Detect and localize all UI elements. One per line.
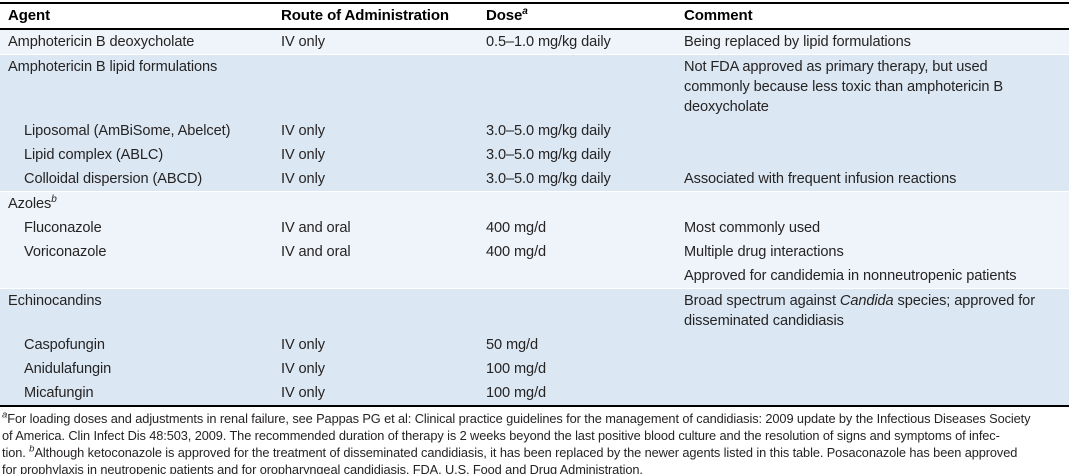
comment-text: Most commonly used	[684, 220, 821, 236]
comment-text: Broad spectrum against	[684, 293, 840, 309]
agent-cell: Voriconazole	[24, 244, 107, 260]
comment-cell: Being replaced by lipid formulations	[676, 30, 1069, 54]
footnote-text: for prophylaxis in neutropenic patients …	[2, 462, 643, 474]
dose-cell: 100 mg/d	[486, 361, 547, 377]
route-cell: IV only	[281, 337, 325, 353]
agent-cell: Echinocandins	[8, 293, 102, 309]
route-cell: IV only	[281, 385, 325, 401]
route-cell: IV only	[281, 34, 325, 50]
column-header-dose-label: Dose	[486, 7, 523, 24]
table-body: Amphotericin B deoxycholate IV only 0.5–1.…	[0, 30, 1069, 405]
table-row: Amphotericin B lipid formulations Not FDA…	[0, 54, 1069, 119]
route-cell	[273, 192, 478, 216]
route-cell: IV only	[281, 361, 325, 377]
comment-cell: Most commonly used	[676, 216, 1069, 240]
dose-cell	[478, 55, 676, 119]
table-row: Colloidal dispersion (ABCD) IV only 3.0–5.…	[0, 167, 1069, 191]
table-bottom-rule	[0, 405, 1069, 407]
dose-footnote-marker: a	[522, 6, 528, 17]
comment-cell	[676, 119, 1069, 143]
comment-cell: Broad spectrum against Candida species; …	[676, 289, 1069, 333]
agent-cell: Anidulafungin	[24, 361, 112, 377]
comment-cell	[676, 381, 1069, 405]
route-cell: IV only	[281, 123, 325, 139]
column-header-agent: Agent	[8, 7, 50, 24]
route-cell	[273, 55, 478, 119]
agent-cell: Lipid complex (ABLC)	[24, 147, 164, 163]
table-row: Echinocandins Broad spectrum against Cand…	[0, 288, 1069, 333]
footnote-text: aFor loading doses and adjustments in re…	[0, 407, 1069, 474]
agent-cell	[0, 264, 273, 288]
route-cell: IV only	[281, 171, 325, 187]
table-top-rule	[0, 2, 1069, 4]
route-cell: IV only	[281, 147, 325, 163]
agent-cell: Caspofungin	[24, 337, 105, 353]
table-row: Fluconazole IV and oral 400 mg/d Most commo…	[0, 216, 1069, 240]
comment-cell: Not FDA approved as primary therapy, but…	[676, 55, 1069, 119]
table-header-row: Agent Route of Administration Dosea Comm…	[0, 4, 1069, 28]
comment-text: Not FDA approved as primary therapy, but…	[684, 59, 1003, 115]
agent-cell: Liposomal (AmBiSome, Abelcet)	[24, 123, 231, 139]
dose-cell: 3.0–5.0 mg/kg daily	[486, 171, 611, 187]
agent-cell: Azolesb	[8, 194, 57, 212]
table-row: Amphotericin B deoxycholate IV only 0.5–1.…	[0, 30, 1069, 54]
dose-cell: 50 mg/d	[486, 337, 539, 353]
comment-cell: Approved for candidemia in nonneutropeni…	[676, 264, 1069, 288]
comment-text: species; approved for disseminated candi…	[684, 293, 1035, 329]
comment-text: Approved for candidemia in nonneutropeni…	[684, 268, 1017, 284]
table-row: Liposomal (AmBiSome, Abelcet) IV only 3.0–…	[0, 119, 1069, 143]
footnote-text: For loading doses and adjustments in ren…	[7, 411, 1031, 426]
table-row: Micafungin IV only 100 mg/d	[0, 381, 1069, 405]
comment-cell	[676, 357, 1069, 381]
agent-footnote-marker: b	[51, 194, 57, 206]
agent-cell: Amphotericin B lipid formulations	[8, 59, 218, 75]
agent-cell: Micafungin	[24, 385, 94, 401]
dose-cell: 3.0–5.0 mg/kg daily	[486, 123, 611, 139]
route-cell	[273, 264, 478, 288]
table-header-rule	[0, 28, 1069, 30]
column-header-comment: Comment	[684, 7, 753, 24]
comment-cell: Multiple drug interactions	[676, 240, 1069, 264]
comment-cell: Associated with frequent infusion reacti…	[676, 167, 1069, 191]
table-row: Voriconazole IV and oral 400 mg/d Multiple …	[0, 240, 1069, 264]
dose-cell: 0.5–1.0 mg/kg daily	[486, 34, 611, 50]
dose-cell: 3.0–5.0 mg/kg daily	[486, 147, 611, 163]
route-cell	[273, 289, 478, 333]
footnote-footnote-marker: a	[2, 409, 8, 421]
table-row: Approved for candidemia in nonneutropeni…	[0, 264, 1069, 288]
comment-cell	[676, 192, 1069, 216]
route-cell: IV and oral	[281, 244, 351, 260]
dose-cell	[478, 192, 676, 216]
agent-cell: Amphotericin B deoxycholate	[8, 34, 195, 50]
dose-cell	[478, 264, 676, 288]
column-header-route: Route of Administration	[281, 7, 449, 24]
footnote-text: tion.	[2, 445, 30, 460]
footnote-text: of America. Clin Infect Dis 48:503, 2009…	[2, 428, 1000, 443]
dose-cell: 400 mg/d	[486, 244, 547, 260]
comment-cell	[676, 333, 1069, 357]
comment-text: Being replaced by lipid formulations	[684, 34, 911, 50]
table-row: Anidulafungin IV only 100 mg/d	[0, 357, 1069, 381]
column-header-dose: Dosea	[478, 4, 676, 28]
table-row: Lipid complex (ABLC) IV only 3.0–5.0 mg/kg…	[0, 143, 1069, 167]
table-row: Caspofungin IV only 50 mg/d	[0, 333, 1069, 357]
agent-cell: Colloidal dispersion (ABCD)	[24, 171, 203, 187]
comment-italic-text: Candida	[839, 293, 894, 309]
footnote-text: Although ketoconazole is approved for th…	[34, 445, 1018, 460]
comment-text: Associated with frequent infusion reacti…	[684, 171, 957, 187]
route-cell: IV and oral	[281, 220, 351, 236]
table-row: Azolesb	[0, 191, 1069, 216]
comment-text: Multiple drug interactions	[684, 244, 844, 260]
agent-cell: Fluconazole	[24, 220, 102, 236]
dose-cell	[478, 289, 676, 333]
footnote-footnote-marker: b	[29, 443, 35, 455]
comment-cell	[676, 143, 1069, 167]
dose-cell: 400 mg/d	[486, 220, 547, 236]
dose-cell: 100 mg/d	[486, 385, 547, 401]
